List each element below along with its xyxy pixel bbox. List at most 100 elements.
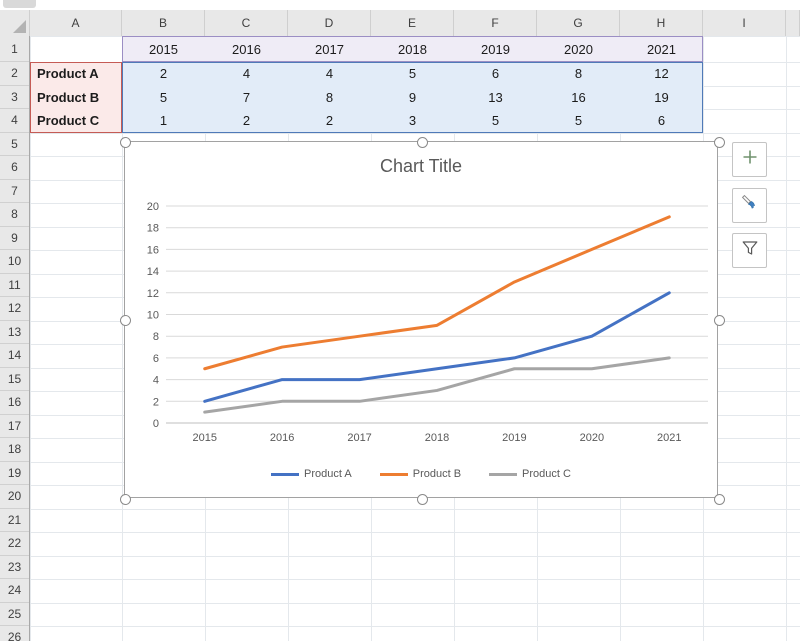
column-header-G[interactable]: G (537, 10, 620, 36)
horizontal-gridline (30, 532, 800, 533)
row-header-16[interactable]: 16 (0, 391, 29, 415)
row-header-25[interactable]: 25 (0, 603, 29, 626)
column-header-B[interactable]: B (122, 10, 205, 36)
chart-styles-button[interactable] (732, 187, 767, 223)
row-header-10[interactable]: 10 (0, 250, 29, 274)
row-header-13[interactable]: 13 (0, 321, 29, 344)
cell-value[interactable]: 9 (371, 85, 454, 109)
chart-legend[interactable]: Product A Product B Product C (125, 468, 717, 480)
row-header-17[interactable]: 17 (0, 415, 29, 438)
column-header-E[interactable]: E (371, 10, 454, 36)
row-header-18[interactable]: 18 (0, 438, 29, 462)
chart-resize-handle[interactable] (416, 136, 428, 148)
cell-year-2015[interactable]: 2015 (122, 36, 205, 62)
cell-value[interactable]: 3 (371, 109, 454, 133)
cell-value[interactable]: 6 (454, 62, 537, 86)
cell-value[interactable]: 8 (288, 85, 371, 109)
row-header-19[interactable]: 19 (0, 462, 29, 485)
row-header-23[interactable]: 23 (0, 556, 29, 579)
cell-value[interactable]: 13 (454, 85, 537, 109)
column-header-D[interactable]: D (288, 10, 371, 36)
cell-year-2021[interactable]: 2021 (620, 36, 703, 62)
y-axis-tick-label: 8 (153, 331, 159, 343)
cell-value[interactable]: 5 (122, 85, 205, 109)
chart-elements-button[interactable] (732, 142, 767, 177)
cell-value[interactable]: 4 (205, 62, 288, 86)
cell-value[interactable]: 7 (205, 85, 288, 109)
chart-filters-button[interactable] (732, 233, 767, 268)
legend-line-swatch (489, 472, 518, 476)
row-header-4[interactable]: 4 (0, 109, 29, 133)
legend-item-product-a[interactable]: Product A (271, 468, 352, 480)
row-header-2[interactable]: 2 (0, 62, 29, 86)
column-header-F[interactable]: F (454, 10, 537, 36)
cell-value[interactable]: 6 (620, 109, 703, 133)
chart[interactable]: 0 2 4 6 8 10 12 14 16 18 20 2015 2016 2017 2018 2019 202… (119, 136, 725, 505)
cell-series-label[interactable]: Product A (30, 62, 122, 86)
row-header-11[interactable]: 11 (0, 274, 29, 297)
row-header-15[interactable]: 15 (0, 368, 29, 391)
row-header-24[interactable]: 24 (0, 579, 29, 603)
cell-value[interactable]: 2 (205, 109, 288, 133)
row-header-3[interactable]: 3 (0, 86, 29, 109)
row-header-7[interactable]: 7 (0, 180, 29, 203)
chart-title[interactable]: Chart Title (379, 156, 463, 176)
column-header-H[interactable]: H (620, 10, 703, 36)
row-header-5[interactable]: 5 (0, 133, 29, 156)
row-header-9[interactable]: 9 (0, 227, 29, 250)
cell-value[interactable]: 2 (288, 109, 371, 133)
cell-value[interactable]: 5 (371, 62, 454, 86)
column-header-filler[interactable] (786, 10, 800, 36)
chart-resize-handle[interactable] (416, 493, 428, 505)
cell-year-2016[interactable]: 2016 (205, 36, 288, 62)
row-header-1[interactable]: 1 (0, 36, 29, 62)
cell-year-2020[interactable]: 2020 (537, 36, 620, 62)
column-header-A[interactable]: A (30, 10, 122, 36)
vertical-gridline (30, 36, 31, 641)
cell-value[interactable]: 1 (122, 109, 205, 133)
row-header-22[interactable]: 22 (0, 532, 29, 556)
cell-value[interactable]: 19 (620, 85, 703, 109)
select-all-corner[interactable] (0, 10, 30, 36)
chart-resize-handle[interactable] (119, 136, 131, 148)
cell-value[interactable]: 5 (454, 109, 537, 133)
cell-year-2018[interactable]: 2018 (371, 36, 454, 62)
chart-resize-handle[interactable] (713, 136, 725, 148)
horizontal-gridline (30, 132, 800, 134)
horizontal-gridline (30, 602, 800, 604)
chart-resize-handle[interactable] (119, 493, 131, 505)
horizontal-gridline (30, 579, 800, 580)
cell-value[interactable]: 5 (537, 109, 620, 133)
ui-crop-fragment (3, 0, 36, 8)
row-header-14[interactable]: 14 (0, 344, 29, 368)
cell-series-label[interactable]: Product B (30, 85, 122, 109)
row-header-21[interactable]: 21 (0, 509, 29, 532)
series-line-product-a[interactable] (203, 291, 671, 403)
series-line-product-c[interactable] (203, 356, 671, 414)
legend-label: Product C (522, 468, 571, 480)
column-header-I[interactable]: I (703, 10, 786, 36)
row-header-12[interactable]: 12 (0, 297, 29, 321)
column-header-C[interactable]: C (205, 10, 288, 36)
row-header-20[interactable]: 20 (0, 485, 29, 509)
cell-series-label[interactable]: Product C (30, 109, 122, 133)
row-header-8[interactable]: 8 (0, 203, 29, 227)
horizontal-gridline (30, 508, 800, 510)
cell-value[interactable]: 16 (537, 85, 620, 109)
cell-value[interactable]: 2 (122, 62, 205, 86)
cell-year-2017[interactable]: 2017 (288, 36, 371, 62)
legend-item-product-b[interactable]: Product B (379, 468, 461, 480)
chart-resize-handle[interactable] (713, 493, 725, 505)
cell-year-2019[interactable]: 2019 (454, 36, 537, 62)
row-header-6[interactable]: 6 (0, 156, 29, 180)
legend-item-product-c[interactable]: Product C (489, 468, 571, 480)
series-line-product-b[interactable] (203, 215, 671, 371)
x-axis-tick-label: 2020 (580, 432, 604, 444)
chart-resize-handle[interactable] (713, 315, 725, 326)
row-header-26[interactable]: 26 (0, 626, 29, 641)
cell-value[interactable]: 4 (288, 62, 371, 86)
cell-value[interactable]: 12 (620, 62, 703, 86)
chart-resize-handle[interactable] (119, 315, 131, 326)
cell-value[interactable]: 8 (537, 62, 620, 86)
